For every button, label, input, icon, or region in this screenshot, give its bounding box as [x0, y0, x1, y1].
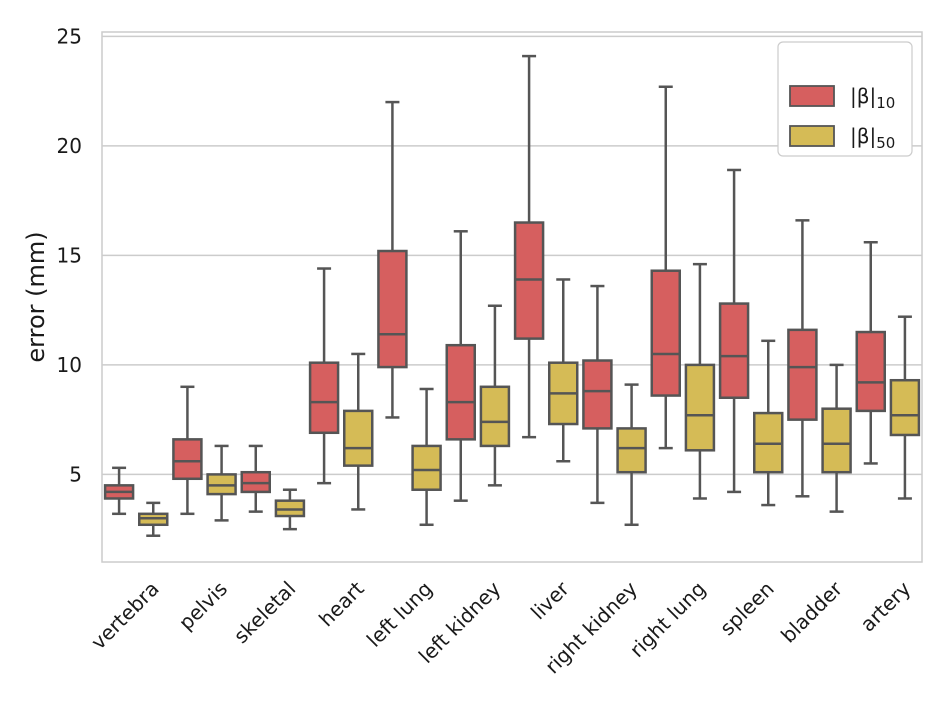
category-label: skeletal — [229, 577, 300, 648]
grid-lines — [102, 35, 922, 476]
y-tick-label: 10 — [57, 353, 82, 377]
box-groups — [103, 54, 921, 537]
box-group — [240, 444, 306, 531]
iqr-box — [718, 302, 750, 399]
box-beta50 — [889, 315, 921, 500]
category-label: vertebra — [86, 577, 164, 655]
box-beta10 — [308, 267, 340, 485]
box-beta10 — [582, 284, 613, 505]
category-label: spleen — [715, 577, 779, 641]
box-group — [718, 168, 784, 507]
box-group — [513, 54, 579, 463]
box-beta10 — [650, 85, 681, 450]
box-beta10 — [513, 54, 545, 439]
iqr-box — [616, 427, 647, 474]
iqr-box — [684, 363, 716, 452]
box-beta50 — [684, 262, 716, 500]
box-beta50 — [821, 363, 852, 513]
category-label: bladder — [776, 576, 848, 648]
box-group — [582, 284, 647, 527]
category-label: pelvis — [174, 577, 232, 635]
box-beta50 — [274, 488, 306, 531]
box-group — [377, 100, 442, 527]
legend-subscript: 50 — [876, 134, 895, 152]
iqr-box — [445, 343, 476, 441]
box-beta10 — [103, 466, 135, 516]
legend-symbol: |β| — [850, 124, 876, 148]
box-beta50 — [138, 501, 169, 537]
iqr-box — [411, 444, 442, 491]
legend-symbol: |β| — [850, 84, 876, 108]
box-group — [308, 267, 374, 511]
box-beta10 — [787, 219, 818, 498]
box-beta50 — [616, 383, 647, 527]
box-beta10 — [377, 100, 408, 419]
legend-swatch — [789, 85, 835, 107]
iqr-box — [172, 438, 203, 481]
box-group — [103, 466, 169, 537]
box-group — [445, 230, 511, 502]
category-label: heart — [314, 576, 369, 631]
y-tick-label: 5 — [69, 462, 82, 486]
box-beta50 — [548, 278, 579, 463]
legend-label: |β|50 — [850, 124, 895, 152]
box-beta10 — [445, 230, 476, 502]
box-beta10 — [172, 385, 203, 516]
box-group — [787, 219, 852, 513]
y-tick-label: 15 — [57, 243, 82, 267]
y-axis-title: error (mm) — [22, 231, 50, 362]
category-label: liver — [526, 576, 574, 624]
plot-frame — [101, 31, 923, 563]
box-beta50 — [206, 444, 237, 522]
legend-label: |β|10 — [850, 84, 895, 112]
legend-subscript: 10 — [876, 94, 895, 112]
iqr-box — [889, 378, 921, 437]
box-group — [650, 85, 716, 500]
category-label: artery — [855, 576, 915, 636]
y-tick-labels: 5 10 15 20 25 — [57, 24, 82, 486]
iqr-box — [650, 269, 681, 397]
box-beta10 — [240, 444, 271, 513]
box-beta50 — [411, 387, 442, 527]
box-beta10 — [718, 168, 750, 494]
iqr-box — [479, 385, 511, 448]
box-beta50 — [343, 352, 374, 511]
legend-entry: |β|50 — [789, 124, 895, 152]
iqr-box — [343, 409, 374, 467]
legend-swatch — [789, 125, 835, 147]
legend-entry: |β|10 — [789, 84, 895, 112]
iqr-box — [582, 359, 613, 430]
box-beta50 — [479, 304, 511, 487]
iqr-box — [308, 361, 340, 435]
y-tick-label: 25 — [57, 24, 82, 48]
legend: |β|10|β|50 — [777, 41, 913, 157]
iqr-box — [855, 330, 886, 413]
iqr-box — [787, 328, 818, 421]
box-group — [855, 240, 921, 500]
iqr-box — [821, 407, 852, 474]
iqr-box — [377, 249, 408, 369]
y-tick-label: 20 — [57, 134, 82, 158]
box-beta50 — [753, 339, 784, 507]
box-beta10 — [855, 240, 886, 465]
box-group — [172, 385, 237, 522]
